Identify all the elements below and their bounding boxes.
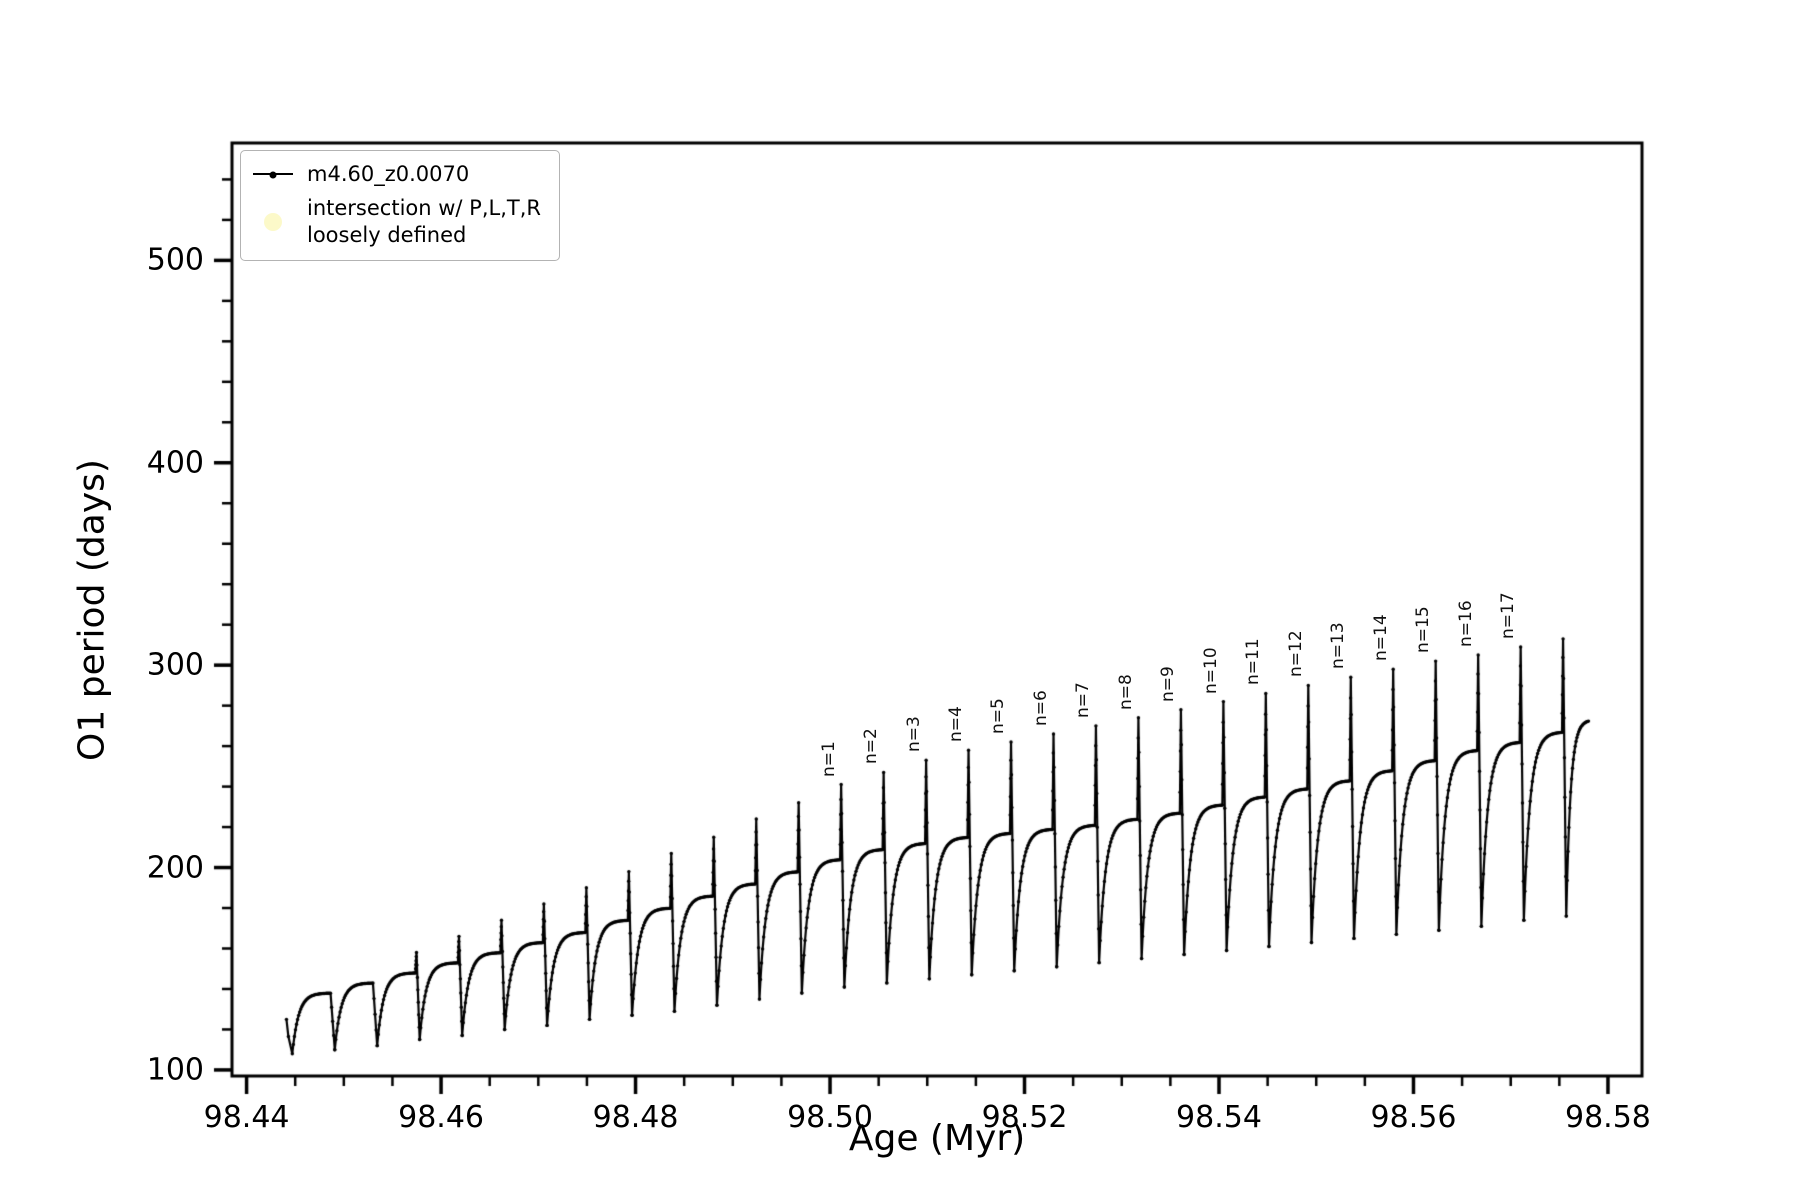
line-marker-icon bbox=[253, 171, 293, 179]
y-tick-label: 200 bbox=[146, 850, 204, 886]
spike-annotation: n=1 bbox=[818, 740, 839, 777]
y-tick-label: 100 bbox=[146, 1052, 204, 1088]
y-axis-label: O1 period (days) bbox=[71, 459, 113, 761]
legend: m4.60_z0.0070 intersection w/ P,L,T,R lo… bbox=[240, 150, 560, 261]
legend-entry-series: m4.60_z0.0070 bbox=[253, 161, 541, 187]
spike-annotation: n=12 bbox=[1285, 630, 1306, 678]
x-tick-label: 98.56 bbox=[1370, 1100, 1457, 1135]
x-axis-label: Age (Myr) bbox=[848, 1118, 1026, 1159]
x-tick-label: 98.50 bbox=[787, 1100, 873, 1135]
legend-series-label: m4.60_z0.0070 bbox=[307, 162, 470, 186]
x-tick-label: 98.52 bbox=[981, 1100, 1068, 1135]
y-tick-label: 500 bbox=[146, 242, 204, 278]
spike-annotation: n=13 bbox=[1328, 622, 1349, 670]
spike-annotation: n=3 bbox=[903, 716, 924, 753]
spike-annotation: n=11 bbox=[1243, 638, 1264, 686]
spike-annotation: n=17 bbox=[1498, 592, 1519, 639]
spike-annotation: n=7 bbox=[1073, 682, 1094, 718]
spike-annotation: n=6 bbox=[1030, 690, 1051, 726]
spike-annotation: n=16 bbox=[1455, 600, 1476, 648]
spike-annotation: n=14 bbox=[1370, 614, 1391, 662]
x-tick-label: 98.46 bbox=[398, 1100, 485, 1135]
x-tick-label: 98.44 bbox=[203, 1100, 290, 1135]
spike-annotation: n=8 bbox=[1115, 673, 1136, 710]
x-tick-label: 98.48 bbox=[592, 1100, 679, 1135]
legend-intersection-label: intersection w/ P,L,T,R loosely defined bbox=[307, 195, 541, 248]
spike-annotation: n=10 bbox=[1200, 646, 1221, 694]
y-tick-label: 400 bbox=[146, 445, 204, 481]
x-tick-label: 98.54 bbox=[1176, 1100, 1262, 1135]
intersection-marker-icon bbox=[264, 212, 282, 231]
spike-annotation: n=15 bbox=[1413, 606, 1434, 654]
legend-intersection-line1: intersection w/ P,L,T,R bbox=[307, 196, 541, 221]
spike-annotation: n=9 bbox=[1158, 665, 1179, 702]
spike-annotation: n=5 bbox=[988, 698, 1009, 735]
legend-entry-intersection: intersection w/ P,L,T,R loosely defined bbox=[253, 195, 541, 248]
spike-annotation: n=4 bbox=[946, 706, 966, 743]
x-tick-label: 98.58 bbox=[1565, 1100, 1651, 1135]
y-tick-label: 300 bbox=[146, 647, 204, 683]
dot-marker-icon bbox=[269, 171, 277, 179]
spike-annotation: n=2 bbox=[861, 728, 882, 765]
legend-intersection-line2: loosely defined bbox=[307, 222, 467, 247]
